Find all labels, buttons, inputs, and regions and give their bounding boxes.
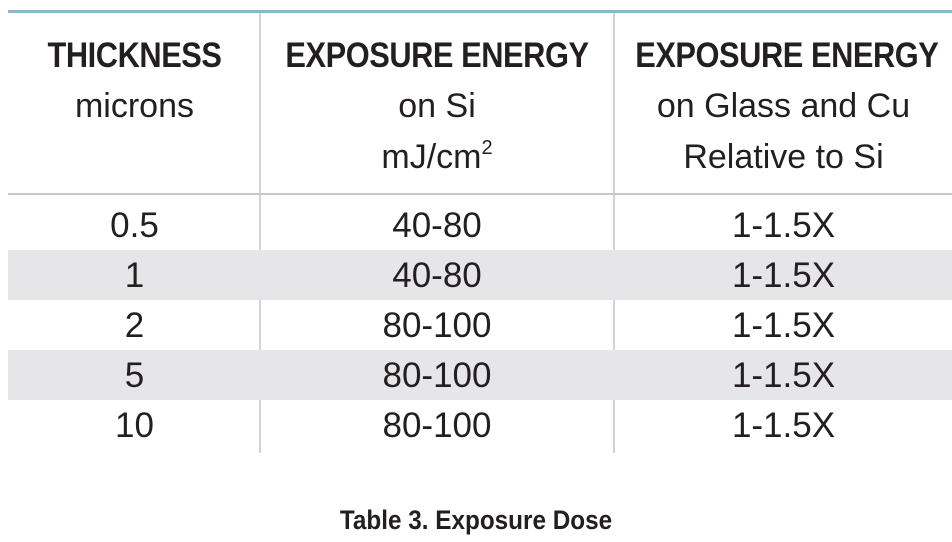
header-exposure-si: EXPOSURE ENERGY on Si mJ/cm2 xyxy=(261,30,613,183)
column-divider xyxy=(259,13,261,453)
header-thickness: THICKNESS microns xyxy=(10,30,259,132)
cell-energy-glass-cu: 1-1.5X xyxy=(731,206,836,245)
unit-superscript: 2 xyxy=(481,137,493,159)
table-top-rule xyxy=(8,10,952,13)
cell-energy-si: 40-80 xyxy=(392,256,482,295)
cell-energy-si: 40-80 xyxy=(392,206,482,245)
header-exposure-glass-cu: EXPOSURE ENERGY on Glass and Cu Relative… xyxy=(615,30,952,183)
cell-energy-glass-cu: 1-1.5X xyxy=(731,256,836,295)
table-row: 5 80-100 1-1.5X xyxy=(8,350,952,400)
table-row: 10 80-100 1-1.5X xyxy=(8,400,952,450)
table-caption: Table 3. Exposure Dose xyxy=(339,505,613,535)
cell-thickness: 2 xyxy=(124,306,145,345)
cell-energy-glass-cu: 1-1.5X xyxy=(731,306,836,345)
table-row: 2 80-100 1-1.5X xyxy=(8,300,952,350)
table-row: 0.5 40-80 1-1.5X xyxy=(8,200,952,250)
table-row: 1 40-80 1-1.5X xyxy=(8,250,952,300)
header-unit: mJ/cm2 xyxy=(261,132,613,183)
header-title: EXPOSURE ENERGY xyxy=(285,36,589,75)
column-divider xyxy=(613,13,615,453)
cell-energy-si: 80-100 xyxy=(382,306,492,345)
cell-thickness: 0.5 xyxy=(110,206,159,245)
header-divider xyxy=(8,193,952,195)
cell-energy-glass-cu: 1-1.5X xyxy=(731,356,836,395)
header-substrate: on Si xyxy=(398,87,476,125)
header-substrate: on Glass and Cu xyxy=(656,87,911,125)
header-title: EXPOSURE ENERGY xyxy=(635,36,939,75)
cell-thickness: 1 xyxy=(124,256,145,295)
unit-text: mJ/cm xyxy=(381,138,482,176)
cell-thickness: 10 xyxy=(115,406,154,445)
cell-energy-glass-cu: 1-1.5X xyxy=(731,406,836,445)
header-title: THICKNESS xyxy=(47,36,222,75)
cell-energy-si: 80-100 xyxy=(382,356,492,395)
cell-energy-si: 80-100 xyxy=(382,406,492,445)
header-unit: Relative to Si xyxy=(683,138,884,176)
header-unit: microns xyxy=(74,87,195,125)
cell-thickness: 5 xyxy=(124,356,145,395)
